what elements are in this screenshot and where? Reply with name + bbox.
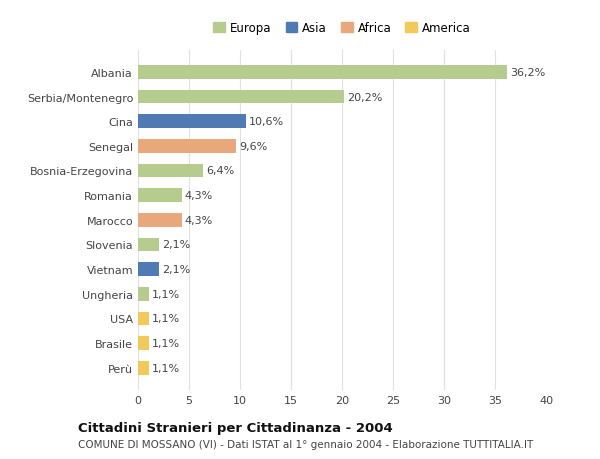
Bar <box>138 213 182 227</box>
Text: 1,1%: 1,1% <box>152 314 181 324</box>
Text: 4,3%: 4,3% <box>185 215 213 225</box>
Bar <box>138 287 149 301</box>
Legend: Europa, Asia, Africa, America: Europa, Asia, Africa, America <box>214 22 470 35</box>
Text: COMUNE DI MOSSANO (VI) - Dati ISTAT al 1° gennaio 2004 - Elaborazione TUTTITALIA: COMUNE DI MOSSANO (VI) - Dati ISTAT al 1… <box>78 439 533 449</box>
Text: 2,1%: 2,1% <box>163 240 191 250</box>
Bar <box>138 189 182 202</box>
Bar <box>138 238 160 252</box>
Text: 1,1%: 1,1% <box>152 363 181 373</box>
Text: 10,6%: 10,6% <box>249 117 284 127</box>
Text: 2,1%: 2,1% <box>163 264 191 274</box>
Bar <box>138 164 203 178</box>
Text: 1,1%: 1,1% <box>152 289 181 299</box>
Bar <box>138 263 160 276</box>
Text: 9,6%: 9,6% <box>239 141 267 151</box>
Bar <box>138 90 344 104</box>
Bar <box>138 140 236 153</box>
Bar <box>138 312 149 325</box>
Bar <box>138 361 149 375</box>
Bar <box>138 336 149 350</box>
Bar <box>138 115 246 129</box>
Text: 6,4%: 6,4% <box>206 166 235 176</box>
Text: Cittadini Stranieri per Cittadinanza - 2004: Cittadini Stranieri per Cittadinanza - 2… <box>78 421 393 434</box>
Bar <box>138 66 507 79</box>
Text: 1,1%: 1,1% <box>152 338 181 348</box>
Text: 4,3%: 4,3% <box>185 191 213 201</box>
Text: 20,2%: 20,2% <box>347 92 382 102</box>
Text: 36,2%: 36,2% <box>510 68 545 78</box>
